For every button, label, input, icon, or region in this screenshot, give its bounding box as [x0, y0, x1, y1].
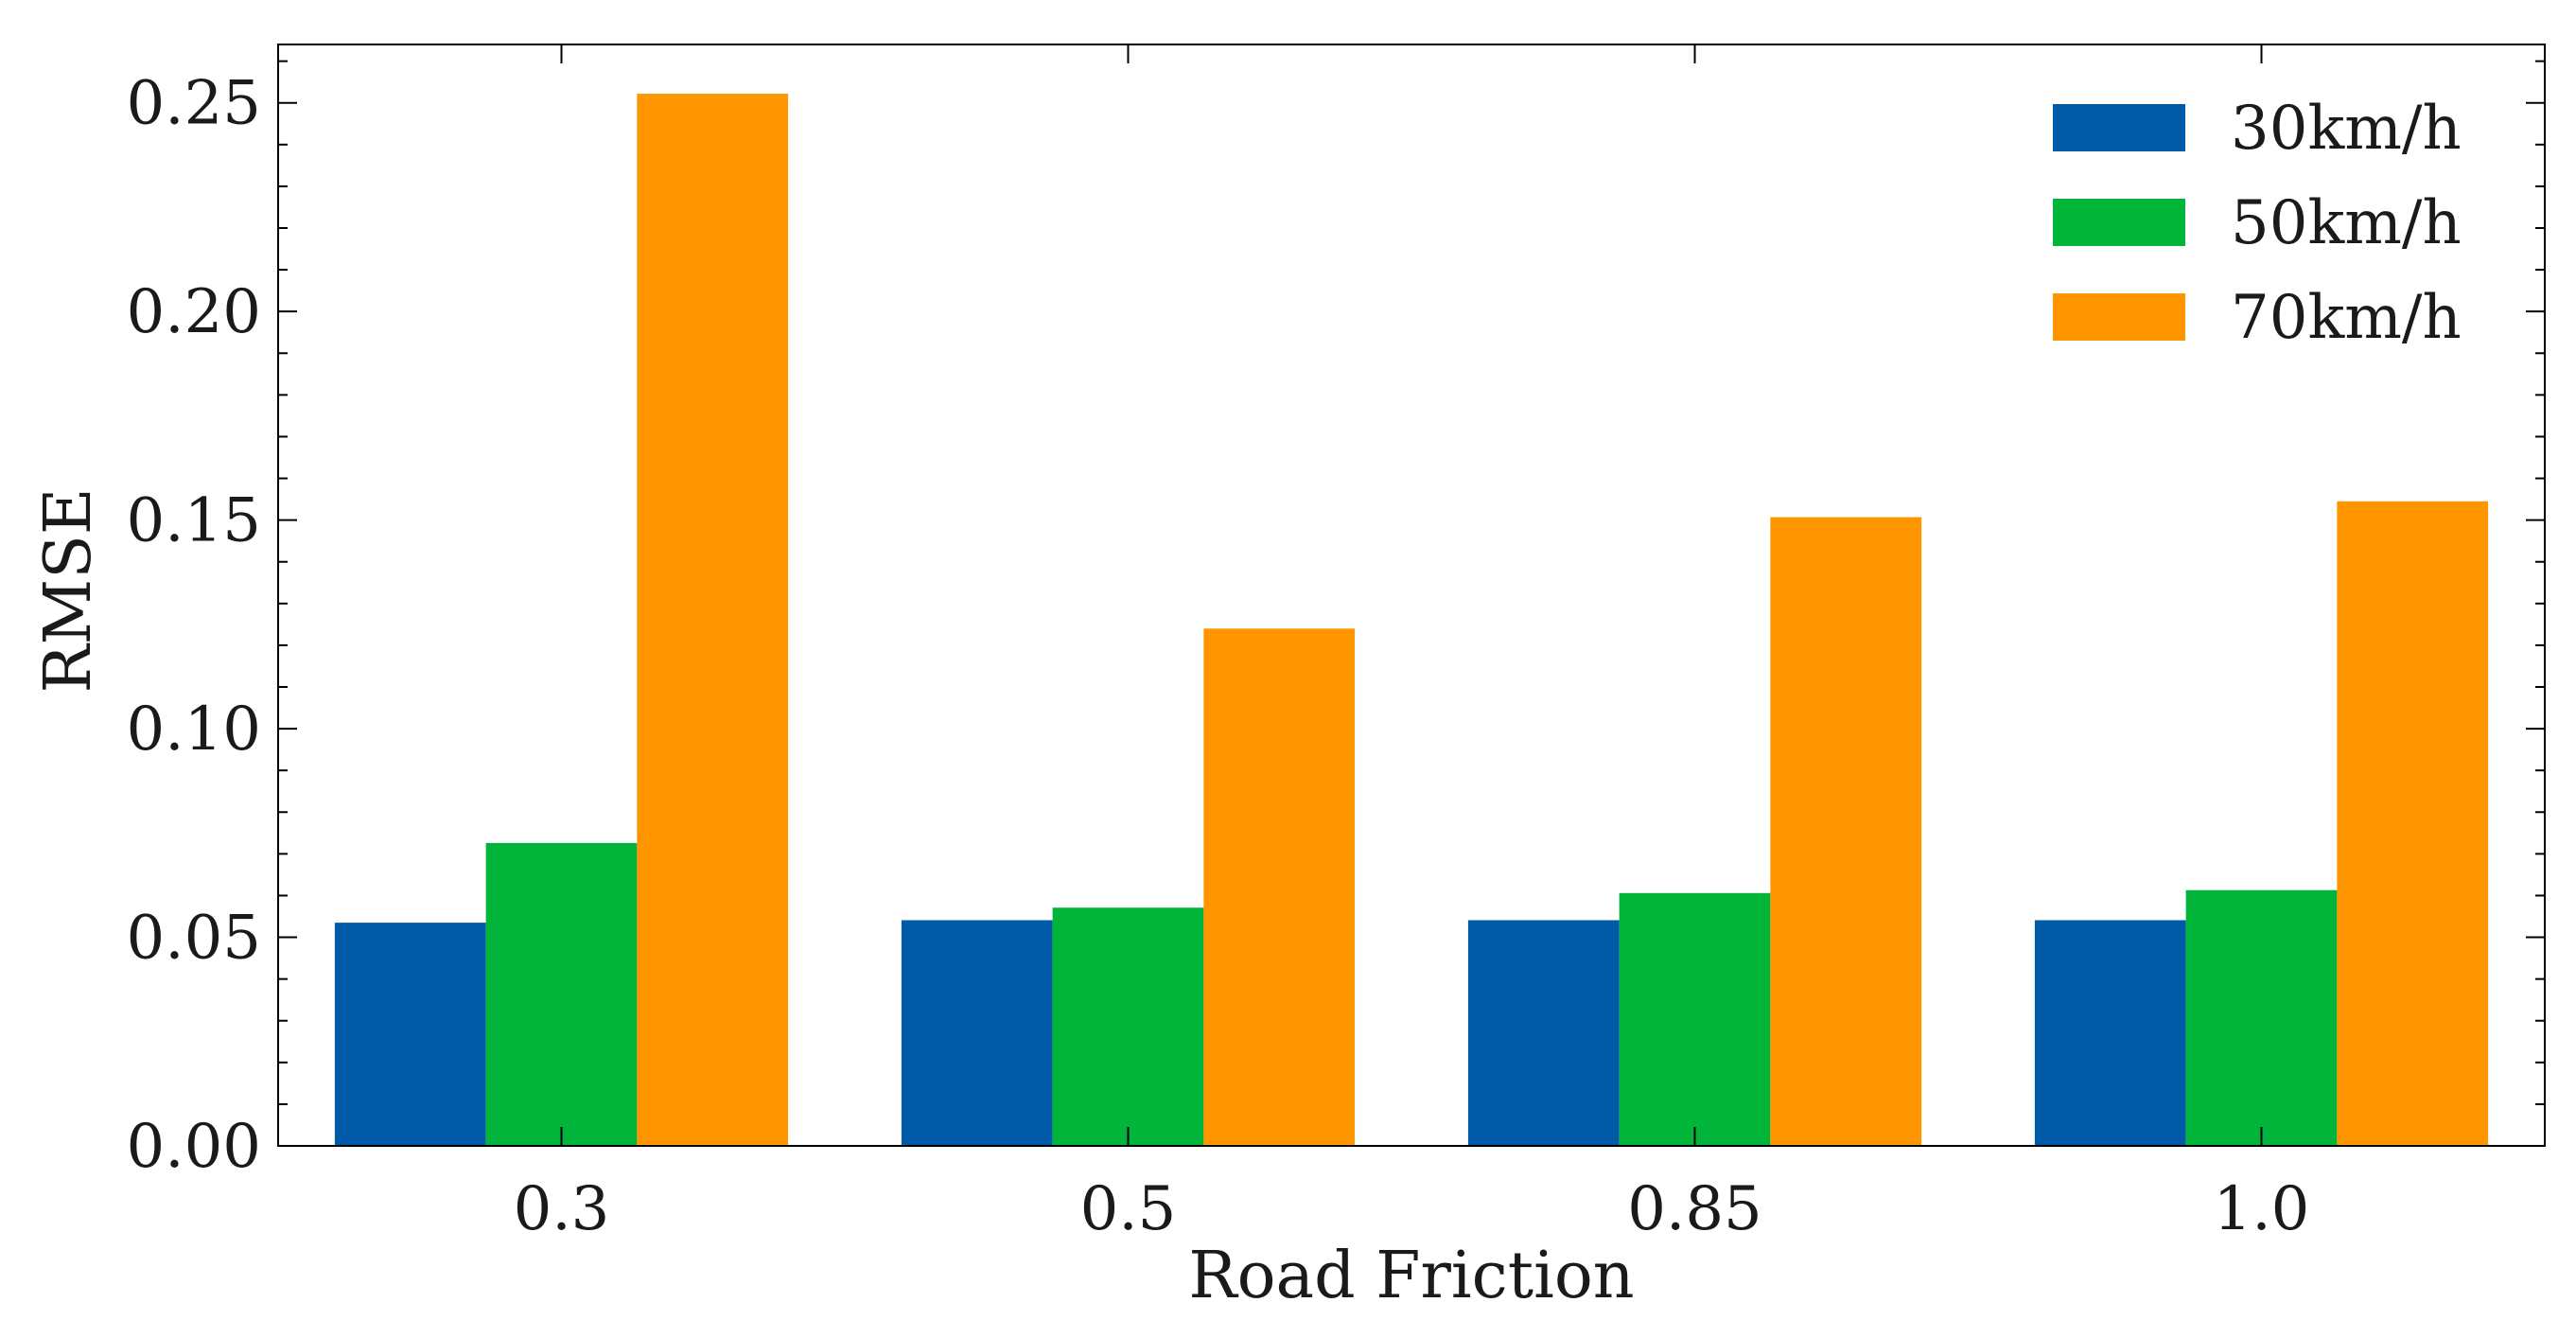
bar-70km-h-0-5 — [1203, 628, 1356, 1146]
x-tick-label: 0.5 — [1080, 1174, 1177, 1244]
x-tick-label: 0.3 — [514, 1174, 610, 1244]
legend-label: 30km/h — [2231, 94, 2462, 164]
bar-50km-h-0-85 — [1619, 892, 1771, 1146]
bar-30km-h-1-0 — [2034, 920, 2186, 1146]
bar-70km-h-0-3 — [637, 94, 789, 1147]
x-axis-label: Road Friction — [1188, 1239, 1634, 1313]
bar-70km-h-0-85 — [1770, 517, 1922, 1146]
y-axis-label: RMSE — [31, 487, 106, 693]
ticks-layer — [278, 44, 2545, 1147]
plot-frame — [277, 44, 2546, 1147]
y-tick-label: 0.00 — [127, 1112, 262, 1182]
bar-50km-h-1-0 — [2185, 889, 2338, 1146]
y-tick-labels: 0.00 0.05 0.10 0.15 0.20 0.25 — [127, 69, 262, 1182]
x-tick-label: 0.85 — [1627, 1174, 1762, 1244]
y-tick-label: 0.15 — [127, 486, 262, 556]
y-tick-label: 0.20 — [127, 277, 262, 347]
y-tick-label: 0.25 — [127, 69, 262, 139]
x-tick-label: 1.0 — [2214, 1174, 2310, 1244]
bar-30km-h-0-3 — [334, 923, 486, 1146]
bar-30km-h-0-85 — [1467, 920, 1620, 1146]
bar-50km-h-0-3 — [485, 842, 638, 1146]
bar-30km-h-0-5 — [901, 920, 1053, 1146]
bars-layer — [334, 94, 2489, 1147]
x-tick-labels: 0.3 0.5 0.85 1.0 — [514, 1174, 2310, 1244]
y-tick-label: 0.05 — [127, 904, 262, 974]
legend-label: 70km/h — [2231, 283, 2462, 353]
legend-swatch — [2053, 104, 2185, 151]
legend-swatch — [2053, 293, 2185, 341]
legend-label: 50km/h — [2231, 188, 2462, 258]
legend: 30km/h 50km/h 70km/h — [2053, 94, 2462, 353]
bar-50km-h-0-5 — [1052, 907, 1204, 1146]
bar-70km-h-1-0 — [2337, 501, 2489, 1146]
y-tick-label: 0.10 — [127, 695, 262, 765]
legend-swatch — [2053, 199, 2185, 246]
